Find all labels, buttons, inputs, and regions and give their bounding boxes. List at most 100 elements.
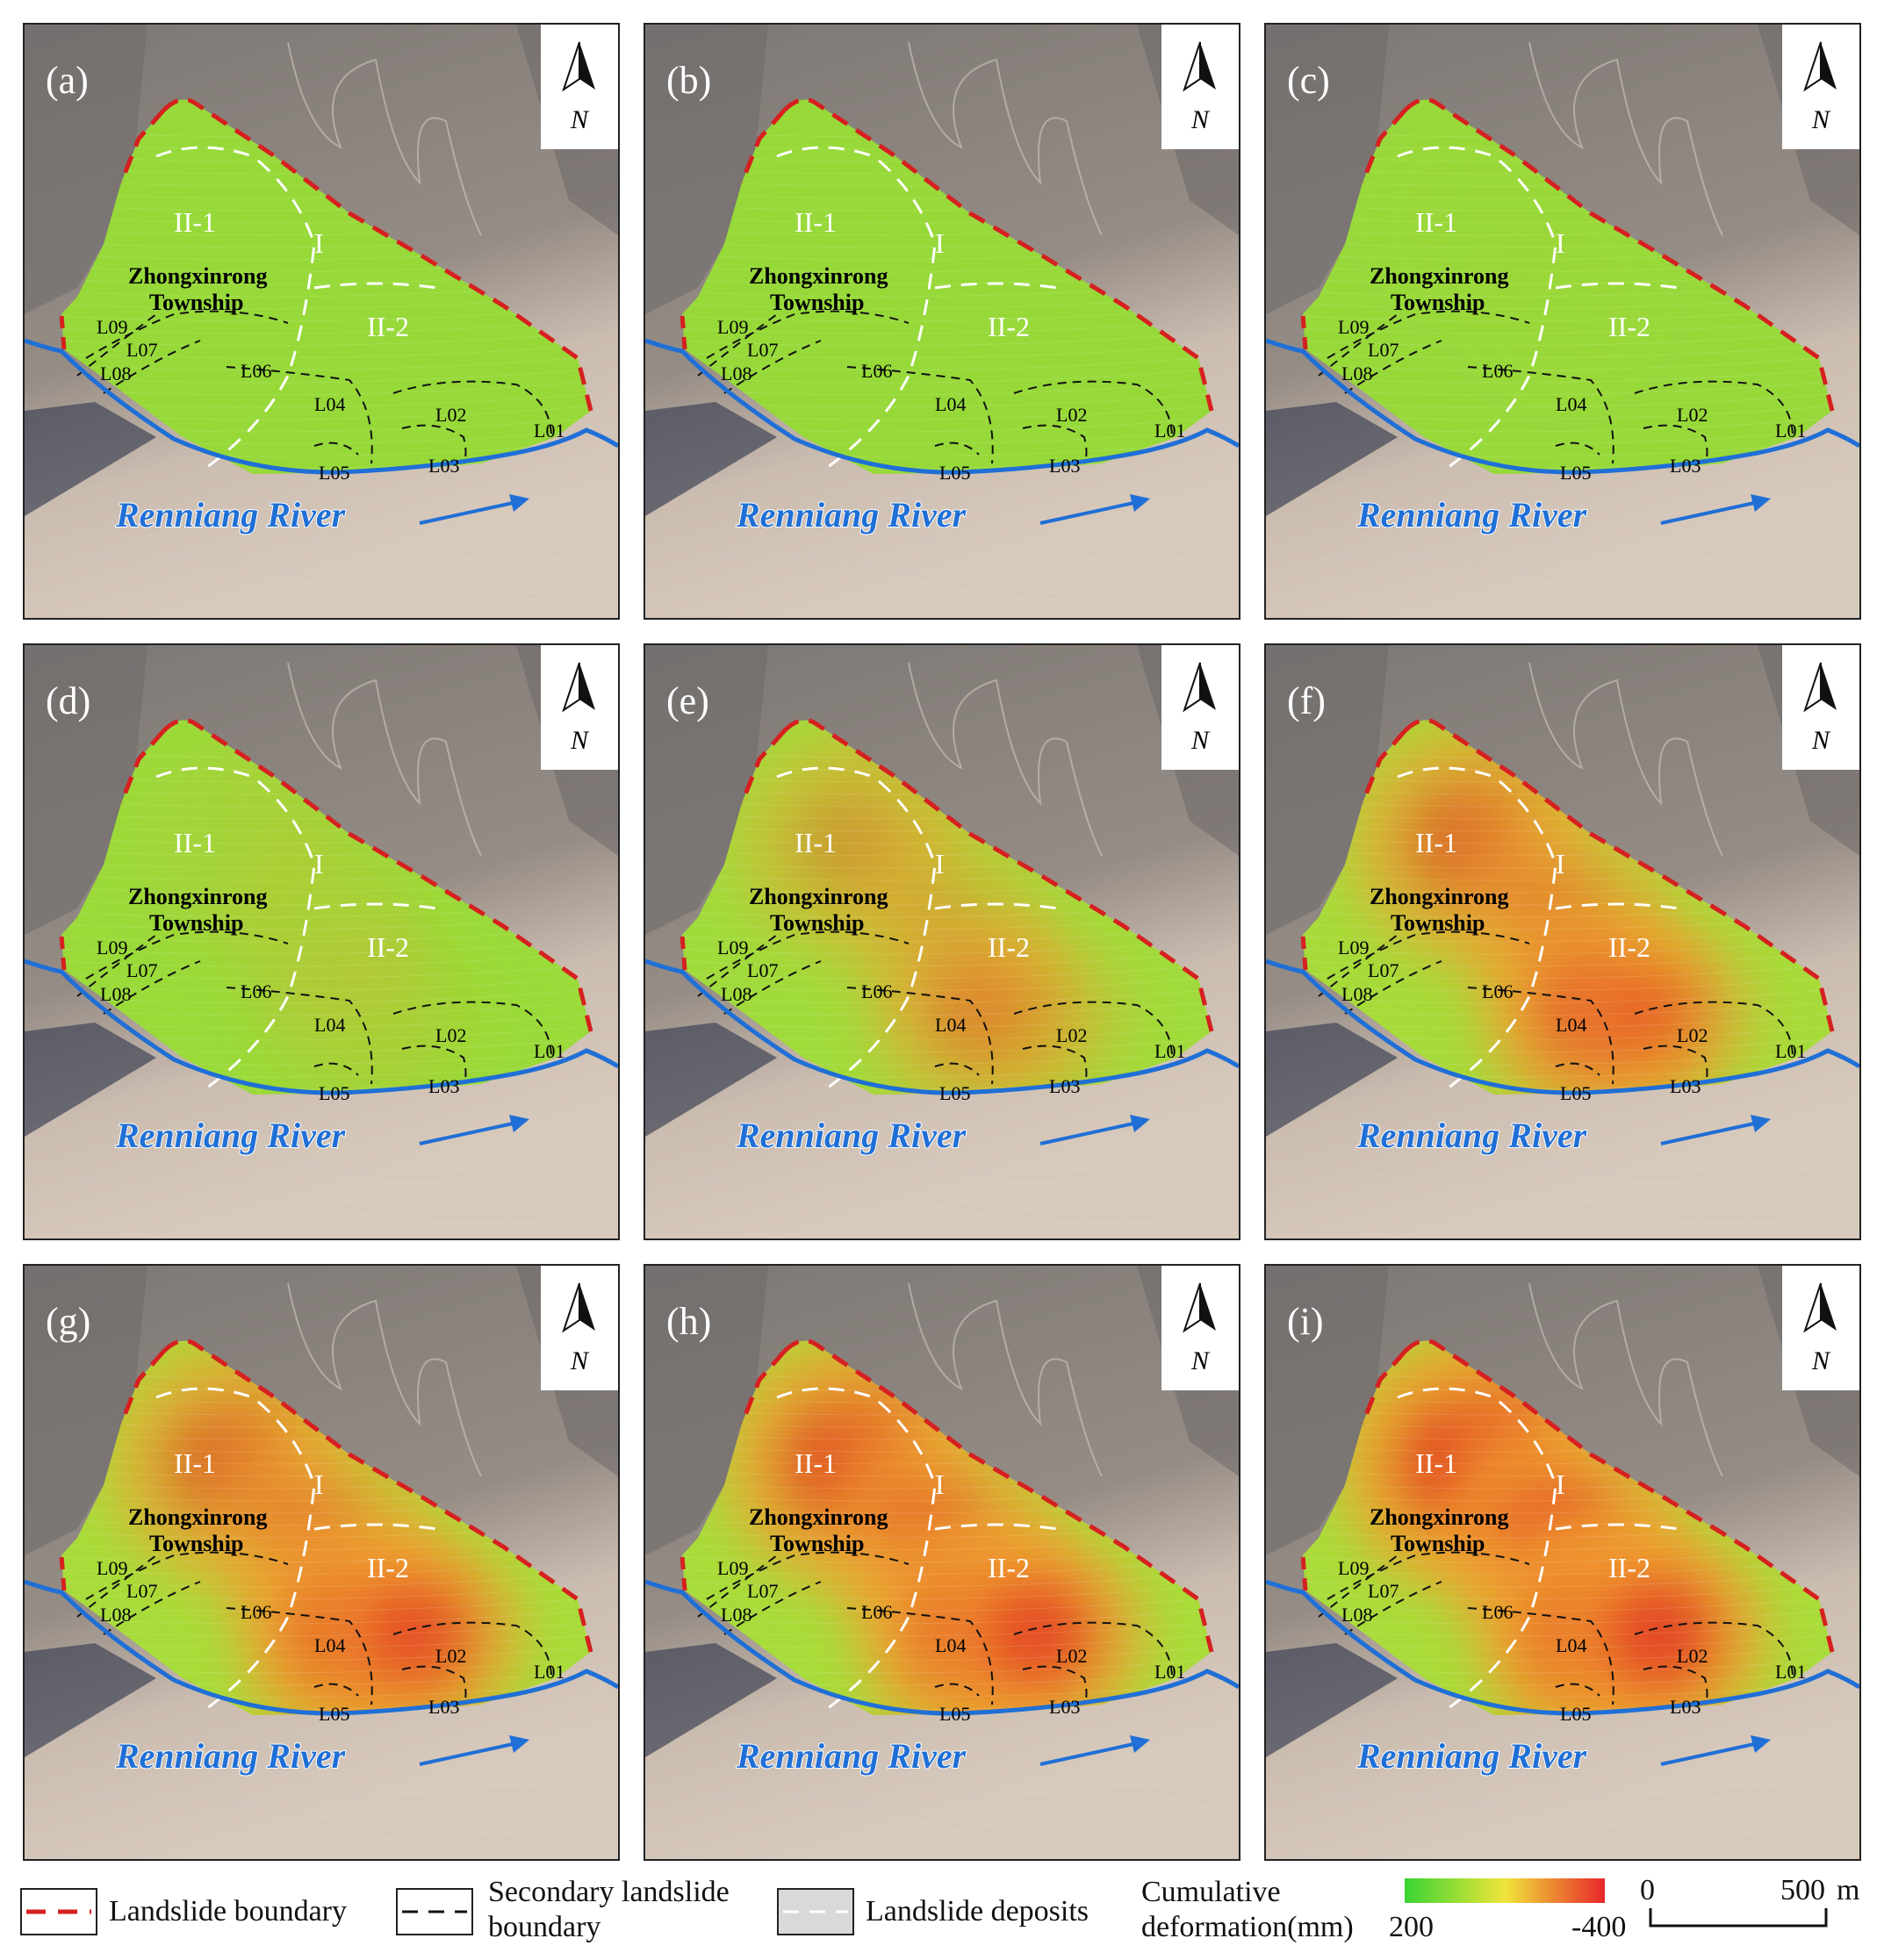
landslide-label-l08: L08 [1341,983,1372,1005]
landslide-label-l06: L06 [241,360,271,382]
north-arrow-icon [1200,42,1216,90]
landslide-boundary [119,729,165,804]
landslide-label-l04: L04 [1556,1014,1586,1036]
landslide-label-l03: L03 [1049,455,1080,477]
panel-label: (i) [1287,1300,1324,1343]
terrain-shadow [1266,402,1398,516]
landslide-label-l08: L08 [721,983,751,1005]
landslide-label-l09: L09 [717,316,748,338]
north-arrow-icon [1821,42,1837,90]
river-line [645,1579,1239,1716]
river-label: Renniang River [115,495,346,535]
legend-cumulative-label-line2: deformation(mm) [1141,1911,1354,1943]
mountain-roads [1318,1282,1846,1840]
terrain-shadow [1266,25,1389,314]
landslide-label-l08: L08 [100,1604,131,1626]
township-label: Zhongxinrong [749,1504,888,1530]
landslide-boundary [782,97,1214,412]
landslide-label-l08: L08 [100,983,131,1005]
river-flow-arrow [1660,1740,1767,1766]
secondary-boundaries [76,930,552,1085]
river-line [25,958,618,1095]
landslide-boundary [1300,313,1308,350]
zone-boundaries [776,1387,1059,1715]
river-flow-arrow [1660,499,1767,525]
landslide-label-l07: L07 [1368,1580,1399,1602]
township-label: Zhongxinrong [128,1504,267,1530]
legend-cumulative-label-line1: Cumulative [1141,1876,1281,1908]
landslide-label-l06: L06 [861,1601,892,1623]
river-label: Renniang River [1356,1736,1587,1776]
mountain-roads [697,1282,1226,1840]
zone-label-II2: II-2 [367,931,409,963]
landslide-label-l01: L01 [534,1661,564,1683]
map-svg: N(i)II-1III-2ZhongxinrongTownshipL09L07L… [1266,1266,1859,1859]
landslide-label-l04: L04 [314,393,345,415]
landslide-label-l01: L01 [1775,420,1806,442]
township-label: Township [149,1531,243,1556]
map-svg: N(d)II-1III-2ZhongxinrongTownshipL09L07L… [25,645,618,1238]
scale-bar [1649,1908,1828,1928]
map-svg: N(f)II-1III-2ZhongxinrongTownshipL09L07L… [1266,645,1859,1238]
map-panel: N (f) II-1 I II-2 Zhongxinrong Township L09 L07 L… [1264,643,1861,1240]
township-label: Township [1391,910,1485,936]
north-label: N [570,105,590,134]
north-arrow-icon [1821,663,1837,710]
landslide-label-l02: L02 [435,404,466,426]
terrain-shadow [1266,1023,1398,1137]
landslide-label-l05: L05 [319,1082,349,1104]
river-flow-arrow-head [509,494,529,512]
river-flow-arrow [419,1740,526,1766]
scale-zero-label: 0 [1640,1874,1655,1906]
landslide-boundary [59,313,67,350]
deformation-hotspot-core [362,1576,478,1692]
river-flow-arrow [419,499,526,525]
river-flow-arrow-head [1751,1115,1771,1132]
landslide-label-l06: L06 [1482,1601,1513,1623]
landslide-boundary [59,934,67,971]
landslide-label-l03: L03 [1049,1075,1080,1097]
landslide-label-l06: L06 [861,360,892,382]
zone-boundaries [155,766,438,1095]
landslide-label-l04: L04 [935,1634,966,1656]
landslide-label-l09: L09 [97,316,127,338]
river-flow-arrow-head [1130,1115,1150,1132]
secondary-boundaries [1318,310,1794,464]
zone-boundaries [1397,766,1679,1095]
deformation-hotspot-core [981,1575,1100,1694]
township-label: Township [1391,1531,1485,1556]
landslide-label-l03: L03 [1670,455,1701,477]
landslide-label-l03: L03 [428,1075,459,1097]
landslide-label-l01: L01 [1775,1661,1806,1683]
zone-boundaries [155,146,438,474]
landslide-boundary [1403,1339,1835,1653]
legend-landslide-boundary-label: Landslide boundary [109,1895,347,1928]
river-label: Renniang River [115,1116,346,1155]
map-svg: N(a)II-1III-2ZhongxinrongTownshipL09L07L… [25,25,618,618]
north-label: N [570,726,590,755]
landslide-boundary [739,1350,786,1425]
landslide-label-l09: L09 [1338,1557,1369,1579]
colorbar-max-label: -400 [1571,1911,1627,1943]
zone-boundaries [776,146,1059,474]
landslide-label-l02: L02 [1056,1024,1087,1046]
map-panel: N (h) II-1 I II-2 Zhongxinrong Township L09 L07 L… [644,1264,1240,1861]
panel-label: (f) [1287,679,1326,722]
river-flow-arrow-head [1751,494,1771,512]
north-arrow-icon [1200,1283,1216,1331]
north-arrow-icon [579,663,595,710]
township-label: Township [149,910,243,936]
landslide-label-l07: L07 [747,959,778,981]
landslide-label-l07: L07 [747,1580,778,1602]
map-svg: N(b)II-1III-2ZhongxinrongTownshipL09L07L… [645,25,1239,618]
deformation-hotspots [734,720,1132,1095]
zone-boundaries [1397,1387,1679,1715]
mountain-roads [76,41,605,599]
landslide-label-l05: L05 [319,462,349,484]
landslide-label-l07: L07 [126,339,157,361]
north-arrow-icon [1183,1282,1201,1333]
river-line [25,1579,618,1716]
township-label: Township [1391,290,1485,315]
landslide-label-l09: L09 [1338,316,1369,338]
landslide-boundary [782,1339,1214,1653]
